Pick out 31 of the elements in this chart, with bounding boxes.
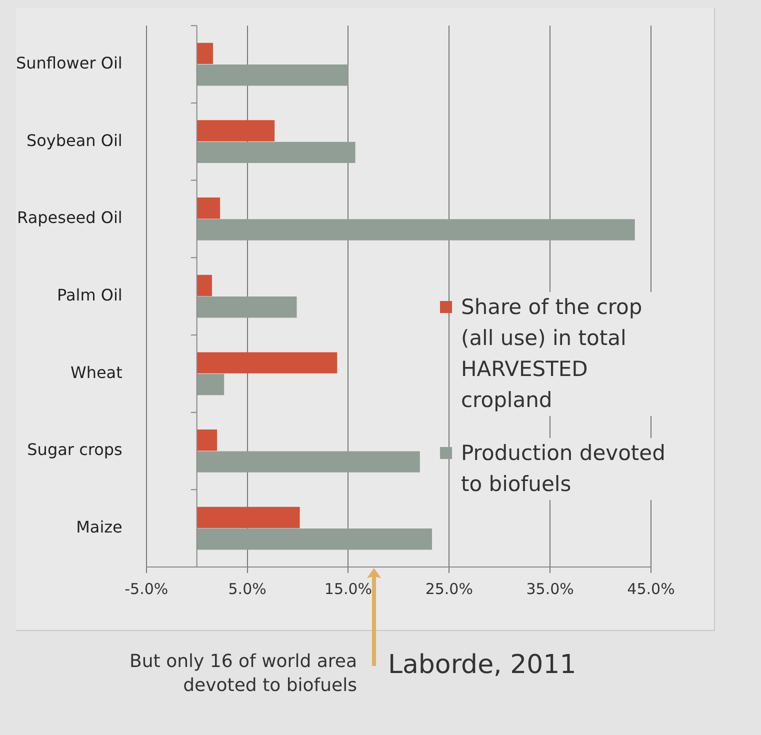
x-tick-label: 25.0% — [425, 580, 473, 598]
y-tick-label: Rapeseed Oil — [17, 208, 122, 228]
bar — [196, 296, 297, 318]
text: But only 16 of world area devoted to biofuels — [128, 650, 357, 698]
bar — [196, 42, 213, 64]
bar — [196, 352, 338, 374]
y-tick-label: Sugar crops — [27, 440, 122, 460]
y-tick-label: Palm Oil — [57, 285, 122, 304]
bar — [196, 219, 635, 240]
bar — [196, 451, 420, 472]
bar — [196, 274, 212, 296]
text: Laborde, 2011 — [388, 650, 576, 680]
x-tick-label: 5.0% — [228, 580, 266, 598]
x-tick-label: 35.0% — [526, 580, 574, 598]
y-tick-label: Sunflower Oil — [16, 53, 122, 72]
legend-label: Production devoted to biofuels — [461, 438, 680, 500]
y-tick-label: Maize — [76, 517, 122, 536]
bar — [196, 506, 300, 528]
bar — [196, 64, 348, 86]
x-tick-label: 45.0% — [627, 580, 675, 598]
bar — [196, 430, 218, 451]
bar — [196, 198, 220, 219]
legend-label: Share of the crop (all use) in total HARVESTED cropland — [461, 292, 680, 416]
x-tick-label: -5.0% — [124, 580, 168, 598]
y-tick-label: Soybean Oil — [26, 130, 122, 150]
bar — [196, 374, 224, 396]
bar — [196, 528, 432, 550]
bar — [196, 120, 275, 142]
bar — [196, 142, 356, 164]
x-tick-label: 15.0% — [324, 580, 372, 598]
y-tick-label: Wheat — [70, 362, 122, 382]
